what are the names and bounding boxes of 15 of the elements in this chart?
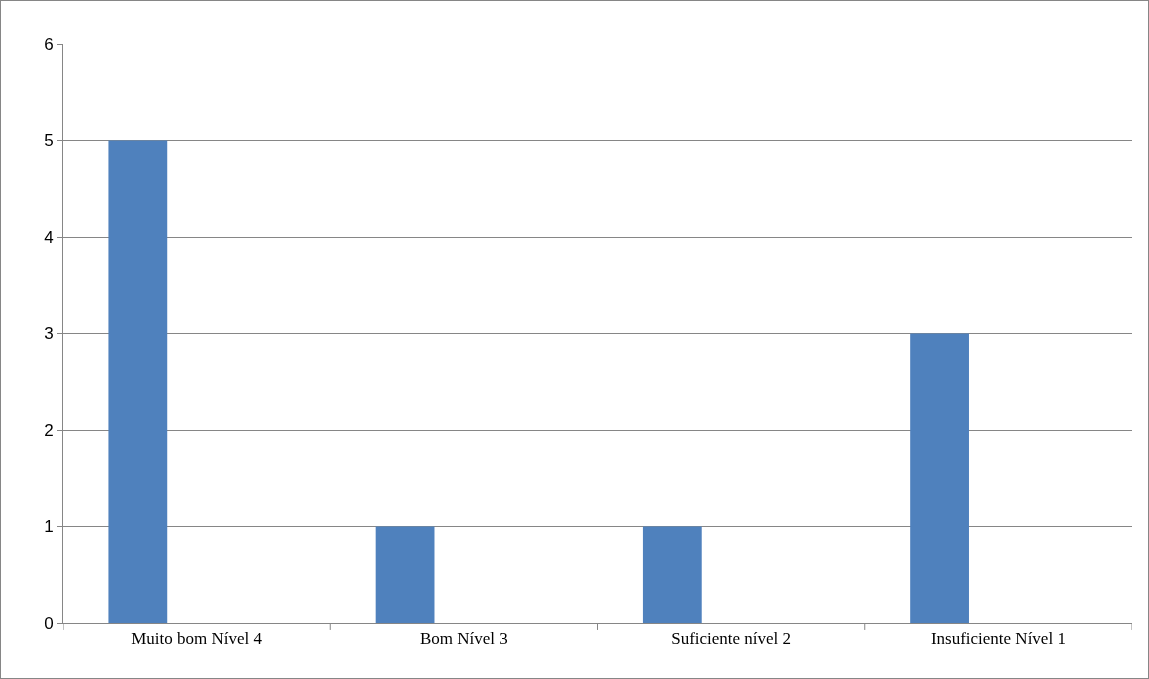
y-tick-label: 6 [44,34,54,54]
x-tick-label: Insuficiente Nível 1 [930,629,1066,649]
y-tick-label: 3 [44,324,54,344]
y-tick-label: 0 [44,613,54,633]
x-tick-label: Muito bom Nível 4 [131,629,263,649]
bar [375,526,435,623]
bar [108,140,168,623]
y-tick-label: 5 [44,131,54,151]
y-tick-label: 4 [44,227,54,247]
bar [910,333,969,623]
bar [642,526,702,623]
y-tick-label: 1 [44,517,54,537]
x-tick-label: Suficiente nível 2 [671,629,792,649]
x-tick-label: Bom Nível 3 [419,629,508,649]
y-tick-label: 2 [44,420,54,440]
